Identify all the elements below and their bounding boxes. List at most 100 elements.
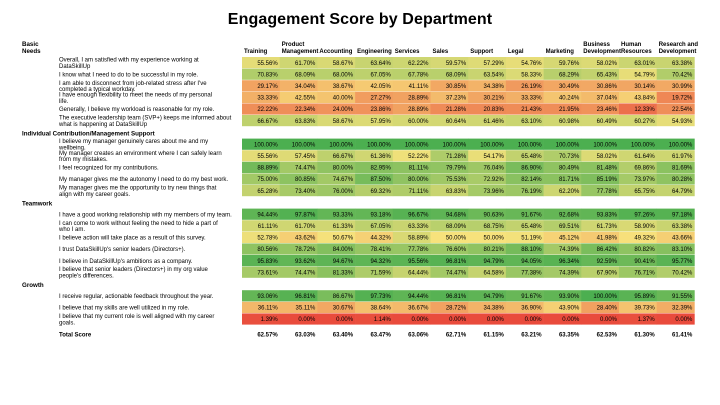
heatmap-cell bbox=[242, 185, 280, 197]
heatmap-cell bbox=[242, 161, 280, 173]
cell-value: 100.00% bbox=[329, 142, 353, 148]
column-header: Marketing bbox=[546, 49, 575, 55]
cell-value: 60.27% bbox=[634, 119, 655, 125]
heatmap-cell bbox=[355, 103, 394, 115]
heatmap-cell bbox=[355, 255, 394, 267]
cell-value: 29.17% bbox=[257, 84, 278, 90]
cell-value: 28.72% bbox=[446, 306, 467, 312]
heatmap-cell bbox=[619, 138, 657, 150]
cell-value: 68.29% bbox=[559, 72, 580, 78]
heatmap-cell bbox=[468, 161, 507, 173]
cell-value: 74.39% bbox=[559, 247, 580, 253]
heatmap-cell bbox=[581, 290, 620, 302]
cell-value: 80.85% bbox=[295, 177, 316, 183]
heatmap-cell bbox=[392, 220, 431, 232]
heatmap-cell bbox=[468, 68, 507, 80]
heatmap-cell bbox=[656, 57, 695, 69]
heatmap-cell bbox=[242, 266, 280, 278]
question-label: Generally, I believe my workload is reas… bbox=[59, 107, 215, 113]
heatmap-cell bbox=[656, 266, 695, 278]
cell-value: 64.58% bbox=[484, 270, 505, 276]
cell-value: 54.76% bbox=[521, 61, 542, 67]
heatmap-cell bbox=[543, 80, 582, 92]
heatmap-cell bbox=[505, 313, 544, 325]
cell-value: 76.04% bbox=[484, 166, 505, 172]
question-label: I have a good working relationship with … bbox=[59, 212, 232, 218]
heatmap-cell bbox=[619, 185, 657, 197]
cell-value: 64.44% bbox=[408, 270, 429, 276]
column-header: Development bbox=[583, 49, 621, 55]
heatmap-cell bbox=[317, 103, 356, 115]
cell-value: 36.11% bbox=[258, 306, 279, 312]
cell-value: 85.19% bbox=[597, 177, 618, 183]
cell-value: 0.00% bbox=[675, 317, 693, 323]
cell-value: 91.55% bbox=[672, 294, 693, 300]
column-header: Product bbox=[282, 42, 305, 48]
cell-value: 76.19% bbox=[521, 189, 542, 195]
cell-value: 61.36% bbox=[370, 154, 391, 160]
heatmap-cell bbox=[242, 115, 280, 127]
cell-value: 69.32% bbox=[370, 189, 391, 195]
cell-value: 30.21% bbox=[484, 96, 505, 102]
cell-value: 65.48% bbox=[521, 154, 542, 160]
heatmap-cell bbox=[430, 301, 469, 313]
heatmap-cell bbox=[242, 138, 280, 150]
cell-value: 66.67% bbox=[257, 119, 278, 125]
cell-value: 40.24% bbox=[559, 96, 580, 102]
heatmap-cell bbox=[279, 103, 318, 115]
cell-value: 39.73% bbox=[634, 306, 655, 312]
question-label: who I am. bbox=[58, 227, 85, 233]
heatmap-cell bbox=[505, 68, 544, 80]
heatmap-cell bbox=[392, 185, 431, 197]
cell-value: 44.32% bbox=[370, 236, 391, 242]
heatmap-cell bbox=[543, 57, 582, 69]
cell-value: 61.97% bbox=[672, 154, 693, 160]
question-label: My manager gives me the opportunity to t… bbox=[59, 186, 217, 192]
heatmap-cell bbox=[543, 173, 582, 185]
heatmap-cell bbox=[543, 301, 582, 313]
question-label: I can come to work without feeling the n… bbox=[59, 221, 218, 227]
cell-value: 0.00% bbox=[562, 317, 580, 323]
heatmap-cell bbox=[392, 173, 431, 185]
heatmap-cell bbox=[317, 231, 356, 243]
cell-value: 58.90% bbox=[634, 224, 655, 230]
heatmap-cell bbox=[242, 208, 280, 220]
heatmap-cell bbox=[656, 243, 695, 255]
cell-value: 65.28% bbox=[257, 189, 278, 195]
heatmap-cell bbox=[392, 161, 431, 173]
heatmap-cell bbox=[242, 220, 280, 232]
cell-value: 73.97% bbox=[634, 177, 655, 183]
heatmap-cell bbox=[355, 80, 394, 92]
heatmap-cell bbox=[355, 301, 394, 313]
cell-value: 80.56% bbox=[257, 247, 278, 253]
cell-value: 61.33% bbox=[333, 224, 354, 230]
heatmap-cell bbox=[430, 220, 469, 232]
heatmap-cell bbox=[430, 57, 469, 69]
heatmap-cell bbox=[505, 115, 544, 127]
heatmap-cell bbox=[355, 173, 394, 185]
cell-value: 59.76% bbox=[559, 61, 580, 67]
cell-value: 58.02% bbox=[597, 154, 618, 160]
cell-value: 100.00% bbox=[480, 142, 504, 148]
heatmap-cell bbox=[317, 313, 356, 325]
heatmap-cell bbox=[279, 150, 318, 162]
heatmap-cell bbox=[468, 255, 507, 267]
cell-value: 83.10% bbox=[672, 247, 693, 253]
question-label: My manager gives me the autonomy I need … bbox=[59, 177, 228, 183]
heatmap-cell bbox=[392, 150, 431, 162]
cell-value: 41.11% bbox=[409, 84, 430, 90]
heatmap-cell bbox=[468, 80, 507, 92]
cell-value: 69.51% bbox=[559, 224, 580, 230]
cell-value: 96.34% bbox=[559, 259, 580, 265]
cell-value: 54.79% bbox=[634, 72, 655, 78]
cell-value: 12.33% bbox=[634, 107, 655, 113]
cell-value: 45.12% bbox=[559, 236, 580, 242]
heatmap-cell bbox=[619, 266, 657, 278]
cell-value: 96.67% bbox=[408, 212, 429, 218]
question-label: I believe my manager genuinely cares abo… bbox=[59, 139, 208, 145]
cell-value: 58.67% bbox=[333, 61, 354, 67]
heatmap-cell bbox=[242, 103, 280, 115]
question-label: I believe that senior leaders (Directors… bbox=[59, 267, 209, 273]
cell-value: 97.73% bbox=[370, 294, 391, 300]
heatmap-cell bbox=[242, 91, 280, 103]
